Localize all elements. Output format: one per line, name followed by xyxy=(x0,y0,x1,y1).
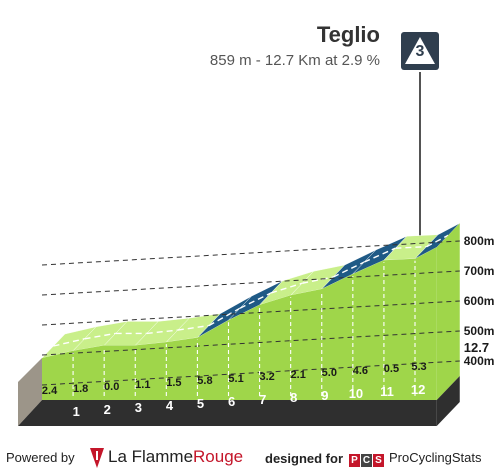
profile-base-right xyxy=(436,376,460,426)
profile-centerline xyxy=(395,246,427,249)
km-number-label: 9 xyxy=(321,388,328,403)
km-number-label: 2 xyxy=(104,402,111,417)
km-number-label: 7 xyxy=(259,392,266,407)
climb-title: Teglio xyxy=(316,22,380,47)
gradient-label: 0.5 xyxy=(384,363,399,375)
elevation-tick-label: 700m xyxy=(464,264,495,278)
km-number-label: 1 xyxy=(73,404,80,419)
climb-subtitle: 859 m - 12.7 Km at 2.9 % xyxy=(209,52,380,69)
lfr-la: La Flamme xyxy=(108,447,194,466)
profile-centerline xyxy=(364,247,396,263)
gradient-label: 2.1 xyxy=(291,369,306,381)
km-number-label: 4 xyxy=(166,398,174,413)
gradient-label: 1.1 xyxy=(135,379,150,391)
distance-label: 12.7 xyxy=(464,340,489,355)
pcs-letter-s: S xyxy=(373,454,384,467)
gradient-label: 5.8 xyxy=(197,375,212,387)
km-number-label: 12 xyxy=(411,382,425,397)
profile-centerline xyxy=(426,234,449,248)
km-number-label: 8 xyxy=(290,390,297,405)
gradient-label: 3.2 xyxy=(259,371,274,383)
profile-centerline xyxy=(177,324,210,331)
elevation-tick-label: 800m xyxy=(464,234,495,248)
gradient-label: 2.4 xyxy=(42,385,58,397)
la-flamme-rouge-icon xyxy=(90,448,104,468)
profile-centerline xyxy=(146,329,178,335)
profile-centerline xyxy=(270,282,303,294)
gradient-label: 5.3 xyxy=(411,361,426,373)
gradient-label: 1.5 xyxy=(166,377,181,389)
gradient-label: 4.6 xyxy=(353,365,368,377)
profile-centerline xyxy=(239,292,272,309)
km-number-label: 6 xyxy=(228,394,235,409)
km-number-label: 3 xyxy=(135,400,142,415)
profile-centerline xyxy=(332,261,365,278)
powered-by-label: Powered by xyxy=(6,450,75,465)
elevation-tick-label: 400m xyxy=(464,354,495,368)
lfr-rouge: Rouge xyxy=(193,447,244,466)
footer: Powered by La FlammeRouge designed for P… xyxy=(0,440,495,475)
profile-base-front xyxy=(18,400,437,426)
profile-centerline xyxy=(53,338,85,347)
elevation-tick-label: 600m xyxy=(464,294,495,308)
elevation-gridline xyxy=(41,330,460,356)
profile-right-face xyxy=(436,223,460,400)
km-number-label: 10 xyxy=(349,386,363,401)
elevation-gridline xyxy=(41,240,460,266)
profile-base-left xyxy=(18,376,42,426)
elevation-gridline xyxy=(41,360,460,386)
elevation-gridline xyxy=(41,300,460,326)
category-triangle-icon xyxy=(405,37,435,64)
pcs-letter-c: C xyxy=(361,454,372,467)
elevation-tick-label: 500m xyxy=(464,324,495,338)
gradient-label: 1.8 xyxy=(73,383,88,395)
gradient-label: 5.1 xyxy=(228,373,243,385)
designed-for-label: designed for xyxy=(265,451,344,466)
elevation-gridline xyxy=(41,270,460,296)
profile-centerline xyxy=(84,332,116,340)
km-number-label: 5 xyxy=(197,396,204,411)
gradient-label: 5.0 xyxy=(322,367,337,379)
category-number: 3 xyxy=(415,43,425,60)
profile-centerline xyxy=(302,276,334,284)
gradient-label: 0.0 xyxy=(104,381,119,393)
procyclingstats-link[interactable]: ProCyclingStats xyxy=(389,450,482,465)
profile-front-face xyxy=(42,247,437,400)
la-flamme-rouge-logo-text[interactable]: La FlammeRouge xyxy=(108,447,243,467)
pcs-letter-p: P xyxy=(349,454,360,467)
profile-centerline xyxy=(208,307,241,327)
category-badge: 3 xyxy=(401,32,439,70)
km-number-label: 11 xyxy=(380,384,394,399)
